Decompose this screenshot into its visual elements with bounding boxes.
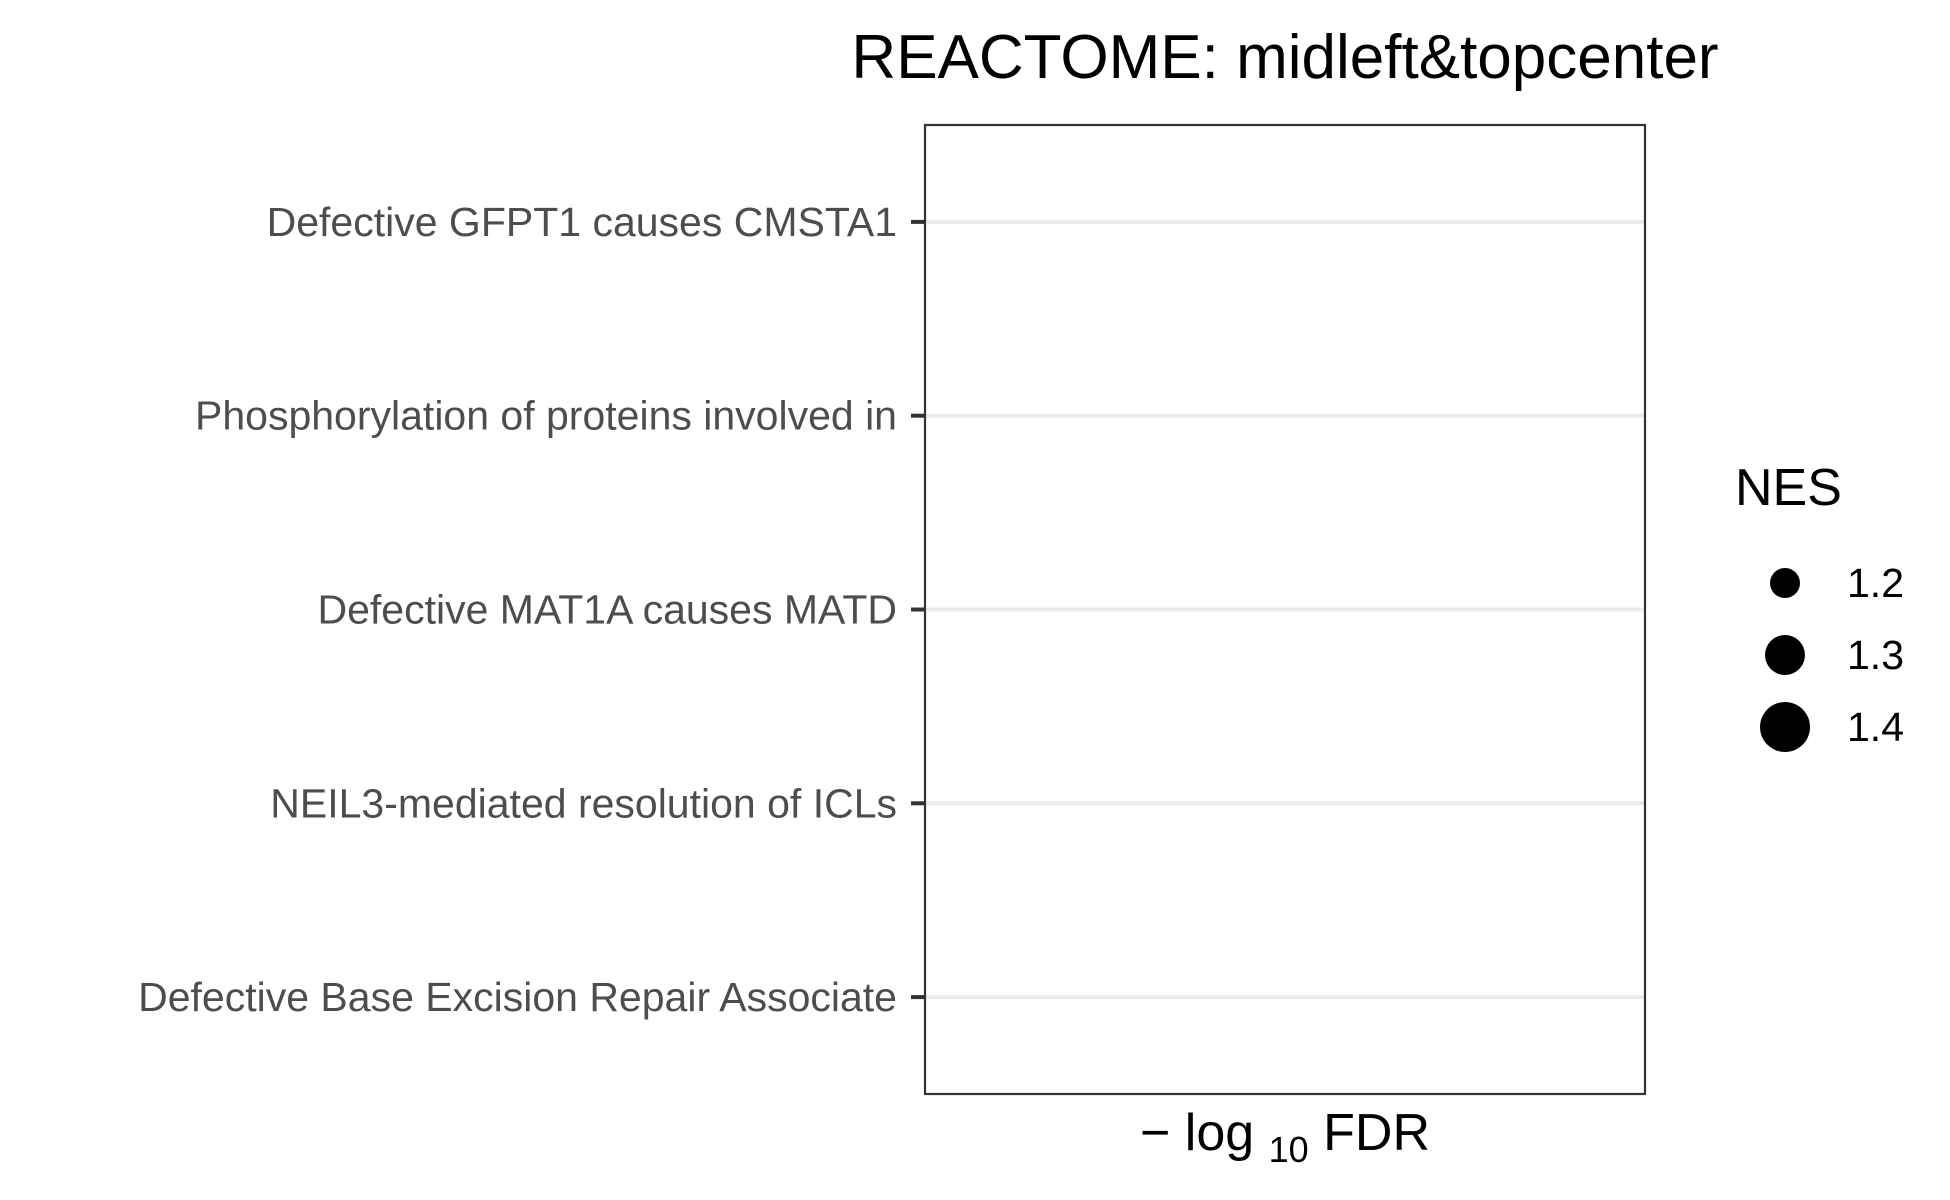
x-axis-label-main: log — [1185, 1104, 1254, 1162]
legend-point — [1765, 635, 1805, 675]
y-tick-label: Defective Base Excision Repair Associate — [138, 974, 897, 1020]
y-tick-label: NEIL3-mediated resolution of ICLs — [270, 780, 897, 826]
x-axis-label-prefix: − — [1140, 1104, 1170, 1162]
y-tick-label: Phosphorylation of proteins involved in — [195, 393, 897, 439]
x-axis-label-suffix: FDR — [1323, 1104, 1430, 1162]
y-axis: Defective GFPT1 causes CMSTA1 Phosphoryla… — [138, 199, 925, 1020]
legend-point — [1770, 568, 1800, 598]
x-axis-label: − log 10 FDR — [1140, 1104, 1430, 1174]
legend-label: 1.4 — [1847, 704, 1904, 750]
y-tick-label: Defective MAT1A causes MATD — [318, 587, 898, 633]
x-axis-label-subscript: 10 — [1269, 1129, 1309, 1170]
legend-title: NES — [1735, 459, 1842, 517]
y-tick-label: Defective GFPT1 causes CMSTA1 — [267, 199, 897, 245]
legend: NES 1.2 1.3 1.4 — [1735, 459, 1904, 752]
legend-label: 1.2 — [1847, 560, 1904, 606]
grid-lines — [925, 219, 1645, 1000]
chart-title: REACTOME: midleft&topcenter — [851, 23, 1718, 92]
legend-label: 1.3 — [1847, 632, 1904, 678]
legend-point — [1760, 702, 1810, 752]
